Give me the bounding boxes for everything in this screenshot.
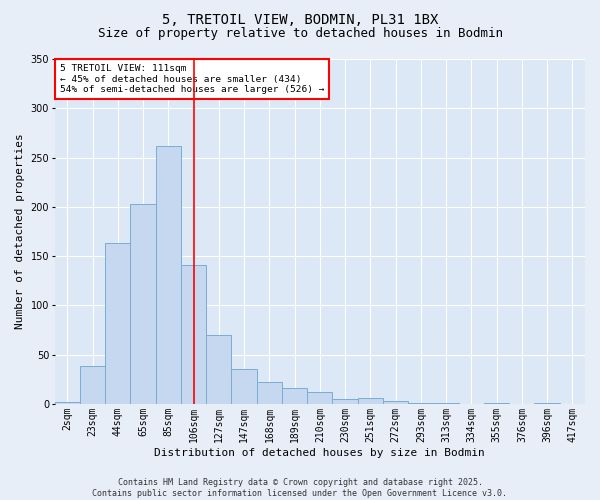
Bar bbox=[408, 403, 433, 404]
Bar bbox=[105, 244, 130, 404]
Text: 5, TRETOIL VIEW, BODMIN, PL31 1BX: 5, TRETOIL VIEW, BODMIN, PL31 1BX bbox=[162, 12, 438, 26]
Bar bbox=[257, 382, 282, 404]
Bar bbox=[55, 402, 80, 404]
Bar bbox=[358, 398, 383, 404]
Bar bbox=[484, 403, 509, 404]
Text: Size of property relative to detached houses in Bodmin: Size of property relative to detached ho… bbox=[97, 28, 503, 40]
Bar bbox=[535, 403, 560, 404]
Bar bbox=[80, 366, 105, 404]
Text: Contains HM Land Registry data © Crown copyright and database right 2025.
Contai: Contains HM Land Registry data © Crown c… bbox=[92, 478, 508, 498]
X-axis label: Distribution of detached houses by size in Bodmin: Distribution of detached houses by size … bbox=[154, 448, 485, 458]
Bar bbox=[307, 392, 332, 404]
Text: 5 TRETOIL VIEW: 111sqm
← 45% of detached houses are smaller (434)
54% of semi-de: 5 TRETOIL VIEW: 111sqm ← 45% of detached… bbox=[60, 64, 325, 94]
Bar bbox=[383, 401, 408, 404]
Bar bbox=[156, 146, 181, 404]
Y-axis label: Number of detached properties: Number of detached properties bbox=[15, 134, 25, 330]
Bar bbox=[181, 265, 206, 404]
Bar bbox=[282, 388, 307, 404]
Bar bbox=[206, 335, 232, 404]
Bar bbox=[130, 204, 156, 404]
Bar bbox=[332, 399, 358, 404]
Bar bbox=[433, 403, 459, 404]
Bar bbox=[232, 370, 257, 404]
